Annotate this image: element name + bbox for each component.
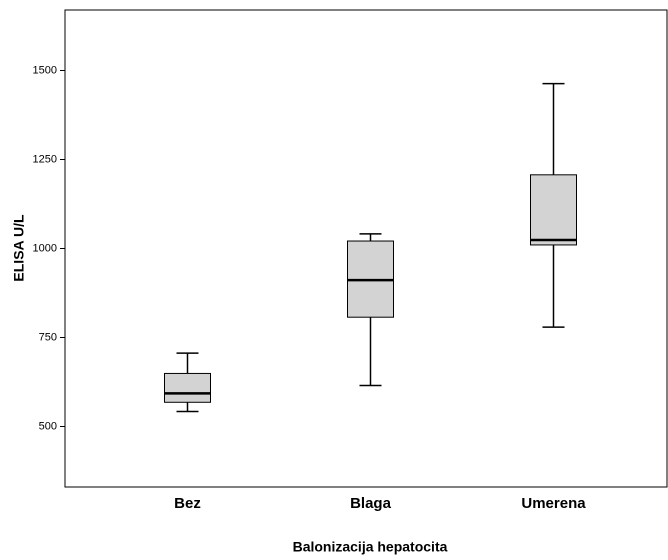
y-tick-label: 1250 bbox=[33, 153, 57, 165]
x-tick-label: Umerena bbox=[521, 495, 586, 512]
y-tick-label: 500 bbox=[39, 420, 57, 432]
x-axis-label: Balonizacija hepatocita bbox=[293, 539, 448, 555]
box bbox=[164, 372, 211, 403]
x-tick-label: Bez bbox=[174, 495, 201, 512]
y-tick-label: 1500 bbox=[33, 64, 57, 76]
box bbox=[530, 174, 577, 246]
y-tick-label: 1000 bbox=[33, 242, 57, 254]
y-tick-label: 750 bbox=[39, 331, 57, 343]
x-tick-label: Blaga bbox=[350, 495, 392, 512]
y-axis-label: ELISA U/L bbox=[11, 214, 27, 282]
